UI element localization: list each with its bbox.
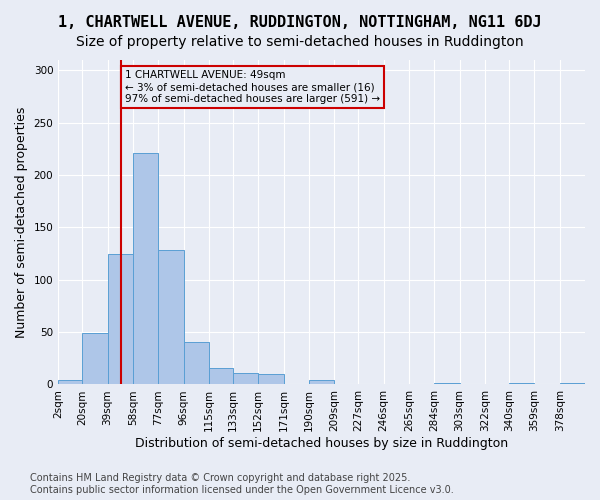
Bar bbox=[184, 342, 209, 384]
Bar bbox=[158, 250, 184, 384]
X-axis label: Distribution of semi-detached houses by size in Ruddington: Distribution of semi-detached houses by … bbox=[135, 437, 508, 450]
Bar bbox=[82, 333, 107, 384]
Bar bbox=[233, 373, 258, 384]
Bar bbox=[309, 380, 334, 384]
Bar bbox=[209, 368, 233, 384]
Bar bbox=[258, 374, 284, 384]
Bar bbox=[107, 254, 133, 384]
Bar bbox=[58, 380, 82, 384]
Text: 1 CHARTWELL AVENUE: 49sqm
← 3% of semi-detached houses are smaller (16)
97% of s: 1 CHARTWELL AVENUE: 49sqm ← 3% of semi-d… bbox=[125, 70, 380, 104]
Text: 1, CHARTWELL AVENUE, RUDDINGTON, NOTTINGHAM, NG11 6DJ: 1, CHARTWELL AVENUE, RUDDINGTON, NOTTING… bbox=[58, 15, 542, 30]
Text: Contains HM Land Registry data © Crown copyright and database right 2025.
Contai: Contains HM Land Registry data © Crown c… bbox=[30, 474, 454, 495]
Bar bbox=[133, 153, 158, 384]
Text: Size of property relative to semi-detached houses in Ruddington: Size of property relative to semi-detach… bbox=[76, 35, 524, 49]
Y-axis label: Number of semi-detached properties: Number of semi-detached properties bbox=[15, 106, 28, 338]
